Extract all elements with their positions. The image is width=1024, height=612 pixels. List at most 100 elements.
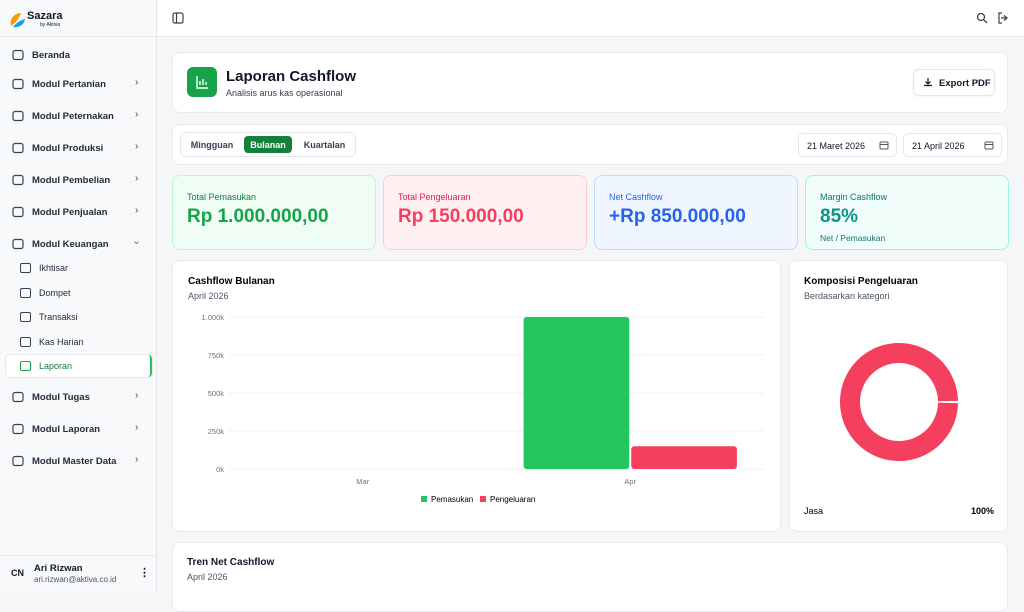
nav-item[interactable]: Modul Peternakan ›	[0, 105, 156, 127]
nav-item[interactable]: Modul Master Data ›	[0, 450, 156, 472]
legend-swatch	[421, 496, 427, 502]
nav-item[interactable]: Modul Pembelian ›	[0, 169, 156, 191]
divider	[0, 36, 156, 37]
chevron: ›	[135, 77, 139, 88]
nav-item[interactable]: Modul Laporan ›	[0, 418, 156, 440]
nav-label: Modul Keuangan	[32, 239, 109, 250]
kpi-label: Margin Cashflow	[820, 192, 888, 202]
sub-nav-item[interactable]: Dompet	[6, 282, 152, 304]
bar	[523, 317, 630, 469]
kpi-card: Margin Cashflow 85% Net / Pemasukan	[805, 175, 1009, 250]
trend-card: Tren Net Cashflow April 2026	[172, 542, 1008, 612]
nav-item[interactable]: Modul Tugas ›	[0, 386, 156, 408]
y-tick-label: 750k	[208, 351, 225, 360]
nav-item[interactable]: Modul Keuangan ›	[0, 233, 156, 255]
sub-nav-label: Kas Harian	[39, 336, 84, 347]
bar-chart: Cashflow Bulanan April 2026 0k 250k 500k 750k…	[188, 276, 764, 504]
user-name: Ari Rizwan	[34, 563, 83, 574]
kpi-note: Net / Pemasukan	[820, 233, 886, 243]
chart-subtitle: Berdasarkan kategori	[804, 291, 890, 301]
avatar: CN	[11, 568, 24, 578]
sub-nav-item[interactable]: Transaksi	[6, 306, 152, 328]
logout[interactable]	[997, 12, 1009, 24]
chevron: ›	[135, 421, 139, 433]
nav-icon	[12, 238, 24, 250]
start-date-text: 21 Maret 2026	[807, 141, 866, 151]
legend-swatch	[480, 496, 486, 502]
nav-label: Modul Pertanian	[32, 79, 106, 90]
nav-icon	[12, 78, 24, 90]
header-card: Laporan Cashflow Analisis arus kas opera…	[172, 52, 1008, 113]
legend-label: Pengeluaran	[490, 495, 535, 504]
nav-icon	[12, 174, 24, 186]
period-tabs: Mingguan Bulanan Kuartalan	[180, 132, 356, 157]
filter-card: Mingguan Bulanan Kuartalan 21 Maret 2026 2…	[172, 124, 1008, 165]
kpi-label: Total Pemasukan	[187, 192, 257, 202]
sub-nav-item[interactable]: Kas Harian	[6, 331, 152, 353]
pie-card: Komposisi Pengeluaran Berdasarkan kategor…	[789, 260, 1008, 532]
bar-card: Cashflow Bulanan April 2026 0k 250k 500k 750k…	[172, 260, 781, 532]
export-button[interactable]: Export PDF	[913, 69, 995, 96]
calendar-icon	[984, 141, 994, 150]
nav-label: Modul Pembelian	[32, 175, 111, 186]
legend-label: Jasa	[804, 506, 823, 516]
end-date-text: 21 April 2026	[912, 141, 965, 151]
nav-label: Modul Peternakan	[32, 111, 114, 122]
chevron: ›	[135, 109, 139, 120]
nav-label: Modul Produksi	[32, 143, 104, 154]
chevron: ›	[135, 389, 139, 401]
kpi-value: Rp 150.000,00	[398, 206, 524, 227]
header-subtitle: Analisis arus kas operasional	[226, 88, 343, 98]
tab[interactable]: Kuartalan	[303, 140, 346, 150]
trend-title: Tren Net Cashflow	[187, 557, 275, 568]
calendar-icon	[879, 141, 889, 150]
nav-icon	[12, 142, 24, 154]
tab[interactable]: Mingguan	[190, 140, 234, 150]
sidebar: Sazara by Aktiva CN Ari Rizwan ari.rizwa…	[0, 0, 157, 593]
sub-nav-label: Dompet	[39, 287, 71, 298]
kpi-value: Rp 1.000.000,00	[187, 206, 329, 227]
end-date[interactable]: 21 April 2026	[903, 133, 1002, 157]
pie-slice	[840, 343, 958, 461]
kpi-label: Net Cashflow	[609, 192, 663, 202]
nav-item[interactable]: Modul Produksi ›	[0, 137, 156, 159]
y-tick-label: 250k	[208, 427, 225, 436]
nav-item[interactable]: Beranda	[0, 44, 156, 66]
sub-nav-item[interactable]: Laporan	[6, 355, 152, 377]
sub-nav-icon	[20, 287, 31, 298]
nav-icon	[12, 49, 24, 61]
user-menu[interactable]: ⋮	[139, 567, 150, 579]
user-email: ari.rizwan@aktiva.co.id	[34, 575, 117, 584]
search[interactable]	[976, 12, 988, 24]
brand: Sazara	[27, 10, 63, 22]
sub-nav-item[interactable]: Ikhtisar	[6, 257, 152, 279]
kpi-card: Total Pengeluaran Rp 150.000,00	[383, 175, 587, 250]
nav-item[interactable]: Modul Penjualan ›	[0, 201, 156, 223]
chevron: ›	[135, 141, 139, 152]
y-tick-label: 500k	[208, 389, 225, 398]
toggle-sidebar[interactable]	[172, 12, 184, 24]
kpi-label: Total Pengeluaran	[398, 192, 471, 202]
start-date[interactable]: 21 Maret 2026	[798, 133, 897, 157]
nav-label: Beranda	[32, 50, 71, 61]
nav-label: Modul Laporan	[32, 423, 101, 435]
x-tick-label: Mar	[356, 477, 369, 486]
x-tick-label: Apr	[624, 477, 636, 486]
tab[interactable]: Bulanan	[244, 136, 292, 153]
chevron: ›	[135, 205, 139, 216]
logo-icon	[10, 13, 25, 28]
nav-icon	[12, 206, 24, 218]
nav-label: Modul Tugas	[32, 391, 90, 403]
nav-icon	[12, 391, 24, 402]
nav-icon	[12, 455, 24, 466]
y-tick-label: 1.000k	[201, 313, 224, 322]
nav-icon	[12, 423, 24, 434]
nav-item[interactable]: Modul Pertanian ›	[0, 73, 156, 95]
kpi-card: Net Cashflow +Rp 850.000,00	[594, 175, 798, 250]
chevron: ›	[135, 453, 139, 465]
legend-label: Pemasukan	[431, 495, 473, 504]
sub-nav-label: Ikhtisar	[39, 263, 69, 273]
kpi-card: Total Pemasukan Rp 1.000.000,00	[172, 175, 376, 250]
bar	[631, 446, 737, 469]
